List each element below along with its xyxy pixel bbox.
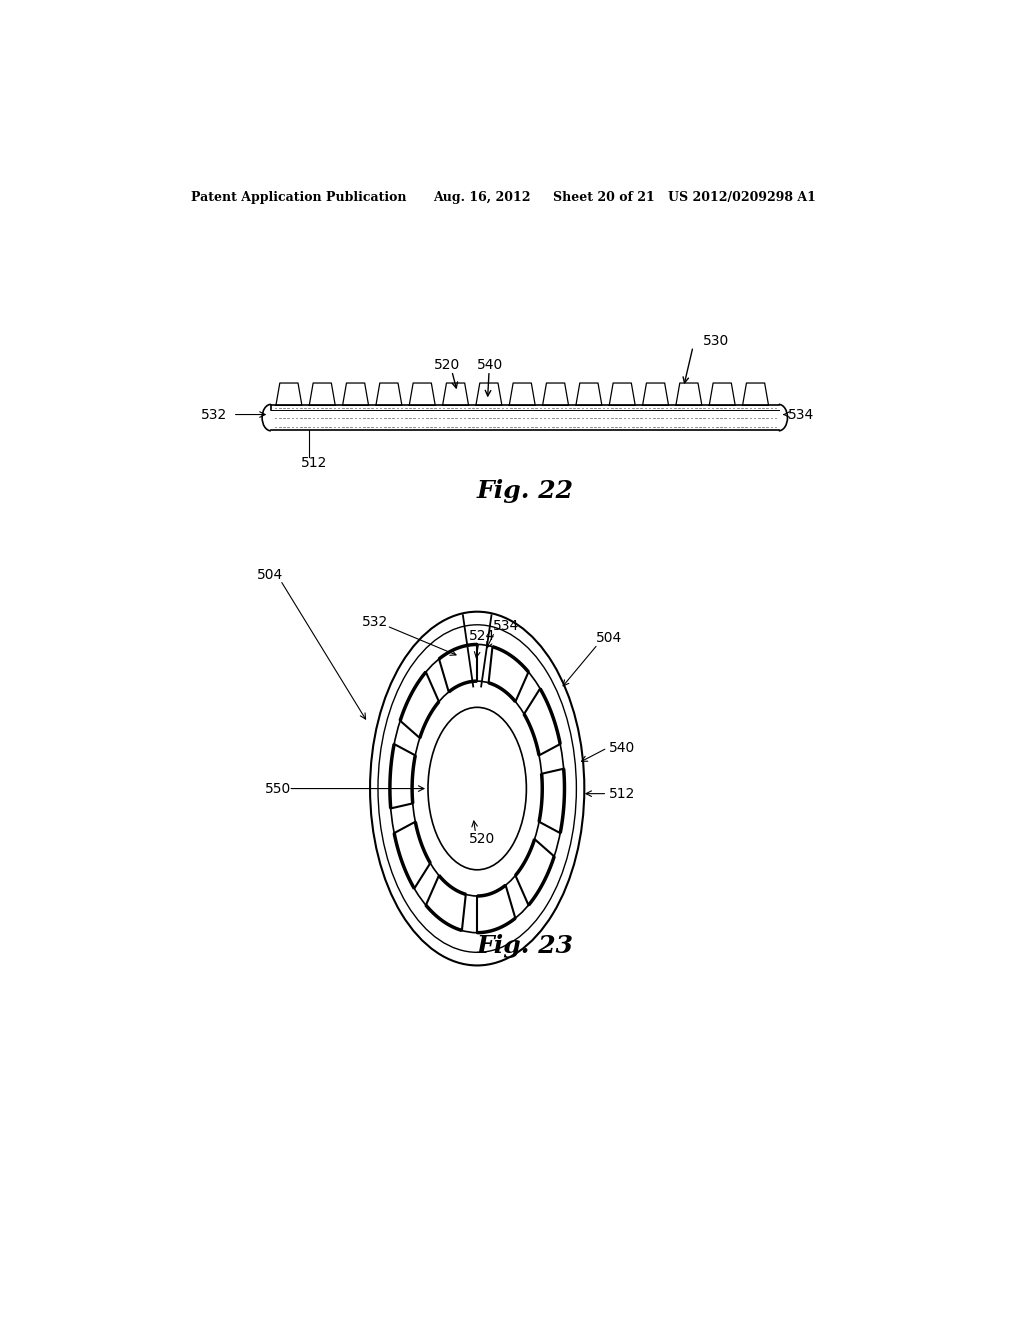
Text: Fig. 22: Fig. 22 [476, 479, 573, 503]
Text: 504: 504 [596, 631, 623, 645]
Text: 540: 540 [609, 741, 635, 755]
Text: Sheet 20 of 21: Sheet 20 of 21 [553, 190, 654, 203]
Text: 520: 520 [433, 358, 460, 372]
Text: 520: 520 [469, 833, 496, 846]
Text: 550: 550 [264, 781, 291, 796]
Text: Fig. 23: Fig. 23 [476, 935, 573, 958]
Text: Aug. 16, 2012: Aug. 16, 2012 [433, 190, 531, 203]
Text: Patent Application Publication: Patent Application Publication [191, 190, 407, 203]
Text: US 2012/0209298 A1: US 2012/0209298 A1 [668, 190, 815, 203]
Text: 532: 532 [201, 408, 227, 421]
Text: 534: 534 [788, 408, 814, 421]
Text: 524: 524 [469, 630, 496, 643]
Text: 512: 512 [301, 457, 328, 470]
Text: 540: 540 [477, 358, 504, 372]
Text: 504: 504 [256, 568, 283, 582]
Text: 532: 532 [362, 615, 388, 628]
Text: 530: 530 [703, 334, 730, 348]
Text: 512: 512 [609, 787, 635, 801]
Text: 534: 534 [494, 619, 519, 634]
